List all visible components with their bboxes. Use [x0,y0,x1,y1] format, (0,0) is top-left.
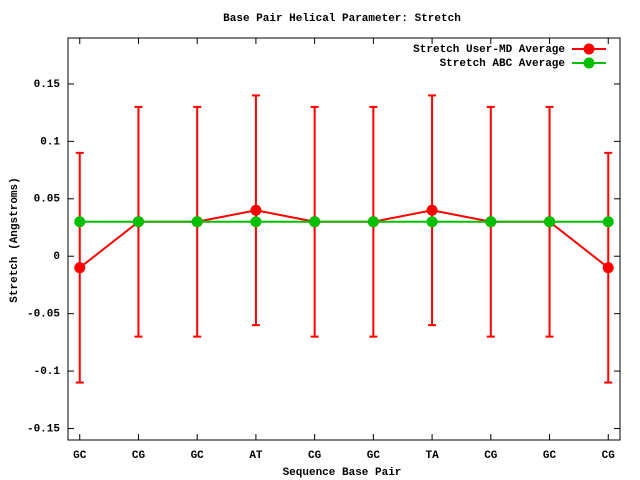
point [74,216,86,228]
point [250,216,262,228]
y-tick-label: 0.15 [34,79,61,91]
x-tick-label: TA [425,450,439,462]
x-tick-label: GC [543,450,557,462]
point [426,216,438,228]
chart-title: Base Pair Helical Parameter: Stretch [223,13,461,25]
x-tick-label: GC [73,450,87,462]
x-tick-label: AT [249,450,263,462]
x-tick-label: CG [602,450,616,462]
point [485,216,497,228]
x-tick-label: CG [484,450,498,462]
point [367,216,379,228]
x-tick-label: GC [367,450,381,462]
series-line [79,209,609,269]
point [250,204,262,216]
point [426,204,438,216]
legend-marker [583,57,595,69]
point [544,216,556,228]
y-tick-label: 0.05 [34,194,61,206]
y-tick-label: -0.1 [34,366,61,378]
x-tick-label: GC [191,450,205,462]
point [191,216,203,228]
x-tick-label: CG [308,450,322,462]
point [602,216,614,228]
y-tick-label: 0 [53,251,60,263]
point [74,262,86,274]
x-tick-label: CG [132,450,146,462]
point [309,216,321,228]
plot-frame [67,37,621,441]
y-axis-label: Stretch (Angstroms) [9,177,21,302]
legend-label: Stretch User-MD Average [413,44,565,56]
y-tick-label: -0.15 [27,423,60,435]
point [132,216,144,228]
legend-marker [583,43,595,55]
point [602,262,614,274]
y-tick-label: -0.05 [27,309,60,321]
y-tick-label: 0.1 [40,136,60,148]
x-axis-label: Sequence Base Pair [283,467,402,479]
legend-label: Stretch ABC Average [440,58,566,70]
